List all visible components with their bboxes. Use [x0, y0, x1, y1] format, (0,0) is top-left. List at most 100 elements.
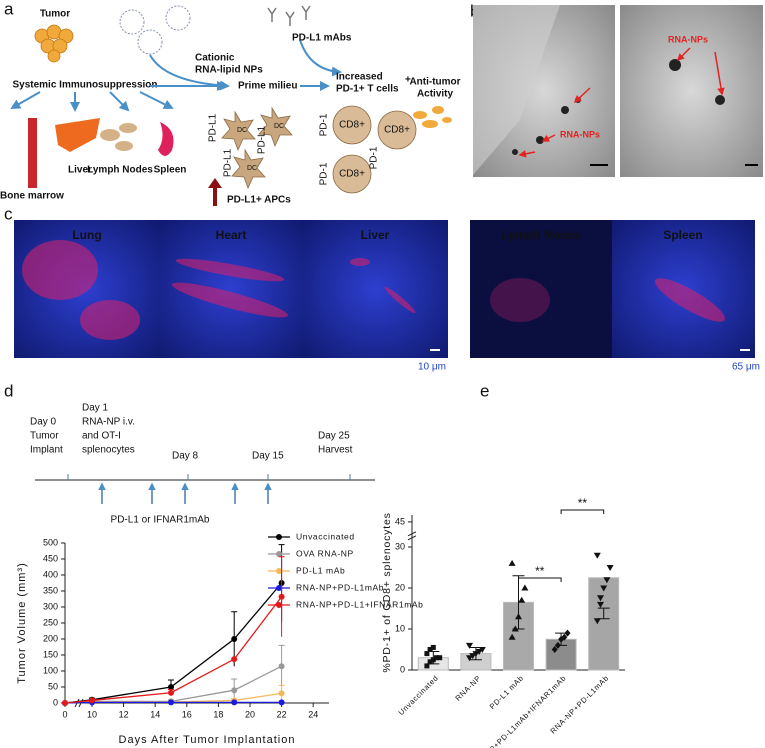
schematic: Tumor Systemic Immunosuppression Cationi…: [0, 5, 461, 206]
y-tick-label: 0: [400, 664, 405, 674]
timeline: Day 0 Tumor Implant Day 1 RNA-NP i.v. an…: [30, 403, 375, 526]
data-point: [508, 559, 516, 566]
x-tick-label: 24: [308, 709, 318, 719]
x-axis-label: Days After Tumor Implantation: [119, 734, 296, 746]
y-tick-label: 350: [43, 585, 58, 595]
legend-label: RNA-NP+PD-L1mAb: [296, 582, 384, 592]
legend-marker: [276, 602, 282, 608]
panel-label: c: [4, 204, 13, 223]
y-tick-label: 300: [43, 601, 58, 611]
point: [89, 697, 95, 704]
label: CD8+: [339, 169, 365, 180]
data-point: [472, 651, 480, 658]
legend-label: Unvaccinated: [296, 531, 355, 541]
y-tick-label: 450: [43, 553, 58, 563]
organ: [55, 118, 100, 152]
event: RNA-NP i.v.: [82, 417, 135, 428]
event: Harvest: [318, 445, 353, 456]
label: Spleen: [154, 165, 187, 176]
arrow: [10, 91, 41, 109]
micrograph-row: [14, 220, 755, 358]
point: [231, 699, 238, 706]
data-point: [564, 629, 571, 637]
data-point: [515, 613, 522, 620]
bar: [588, 577, 620, 671]
data-point: [521, 584, 529, 591]
x-tick-label: 18: [213, 709, 223, 719]
point: [278, 699, 285, 706]
legend-label: RNA-NP+PD-L1+IFNAR1mAb: [296, 599, 424, 609]
data-point: [478, 647, 486, 653]
significance-label: **: [535, 564, 545, 578]
legend-label: OVA RNA-NP: [296, 548, 354, 558]
label: Activity: [417, 89, 454, 100]
y-tick-label: 30: [395, 541, 405, 551]
organ: [158, 122, 174, 156]
data-point: [554, 641, 561, 649]
label: Systemic Immunosuppression: [12, 80, 157, 91]
tissue-label: Spleen: [663, 228, 702, 242]
data-point: [593, 552, 601, 559]
event: Day 15: [252, 451, 284, 462]
panel-label: d: [4, 381, 13, 400]
event: and OT-I: [82, 431, 121, 442]
label: PD-L1+ APCs: [227, 195, 291, 206]
arrow: [149, 54, 230, 91]
y-tick-label: 20: [395, 582, 405, 592]
event: Day 0: [30, 417, 57, 428]
data-point: [466, 655, 473, 662]
x-tick-label: 12: [119, 709, 129, 719]
significance-label: **: [578, 496, 588, 510]
tissue-label: Lung: [72, 228, 101, 242]
data-point: [466, 642, 473, 649]
label: Increased: [336, 72, 383, 83]
y-tick-label: 150: [43, 649, 58, 659]
y-axis-label: %PD-1+ of CD8+ splenocytes: [381, 512, 393, 672]
arrow: [109, 91, 130, 112]
data-point: [475, 649, 483, 656]
y-tick-label: 45: [395, 516, 405, 526]
data-point: [424, 651, 430, 657]
data-point: [511, 625, 519, 632]
event: Day 1: [82, 403, 109, 414]
label: Tumor: [40, 9, 70, 20]
data-point: [518, 596, 526, 603]
label: Lymph Nodes: [87, 165, 153, 176]
label: Prime milieu: [238, 81, 297, 92]
data-point: [551, 646, 558, 653]
label: DC: [274, 123, 284, 130]
scale-bar: 65 μm: [732, 362, 760, 373]
label: PD-L1: [257, 125, 268, 154]
significance-bracket: [518, 577, 562, 582]
tissue-label: Heart: [216, 228, 247, 242]
data-point: [561, 633, 568, 641]
y-tick-label: 10: [395, 623, 405, 633]
data-point: [600, 585, 608, 592]
organ: [28, 118, 37, 188]
legend-marker: [276, 534, 282, 540]
data-point: [424, 663, 430, 669]
y-axis-label: Tumor Volume (mm³): [16, 562, 28, 684]
axis-break: [407, 531, 417, 541]
label: CD8+: [339, 120, 365, 131]
micrograph: [620, 5, 763, 177]
x-tick-label: 20: [245, 709, 255, 719]
label: RNA-lipid NPs: [195, 65, 263, 76]
data-point: [508, 633, 516, 640]
event: Tumor: [30, 431, 59, 442]
panel-label: a: [4, 0, 14, 18]
data-point: [437, 655, 443, 661]
x-tick-label: 10: [87, 709, 97, 719]
legend-marker: [276, 568, 282, 574]
label: PD-1: [319, 162, 330, 185]
data-point: [430, 644, 436, 650]
label: Bone marrow: [0, 191, 64, 202]
label: DC: [247, 165, 257, 172]
point: [231, 636, 238, 642]
label: DC: [237, 127, 247, 134]
x-tick-label: RNA-NP: [453, 673, 482, 702]
label: Liver: [68, 165, 92, 176]
label: +: [405, 75, 411, 86]
label: PD-L1: [223, 148, 234, 177]
